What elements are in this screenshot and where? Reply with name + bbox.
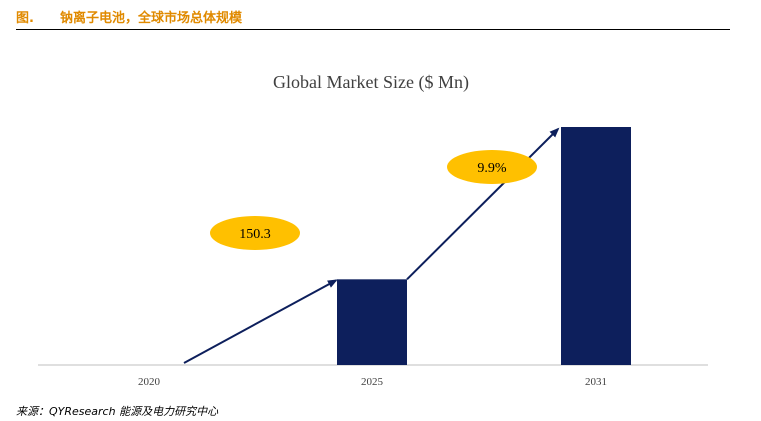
x-tick-label-2025: 2025 xyxy=(361,376,384,388)
growth-arrow-2025-2031 xyxy=(406,127,560,281)
bar-2025 xyxy=(337,279,407,365)
annotation-label-2: 9.9% xyxy=(477,161,507,176)
annotation-bubble-2 xyxy=(447,150,537,184)
annotation-label-1: 150.3 xyxy=(239,227,271,242)
bar-2031 xyxy=(561,127,631,365)
figure-source: 来源：QYResearch 能源及电力研究中心 xyxy=(16,405,219,418)
figure-title: 钠离子电池，全球市场总体规模 xyxy=(60,11,243,26)
figure-label: 图. xyxy=(16,11,34,26)
annotation-bubble-1 xyxy=(210,216,300,250)
figure-header: 图. 钠离子电池，全球市场总体规模 xyxy=(16,7,730,30)
growth-arrow-2020-2025 xyxy=(183,279,338,364)
chart-title: Global Market Size ($ Mn) xyxy=(273,72,469,93)
x-tick-label-2031: 2031 xyxy=(585,376,607,388)
x-tick-label-2020: 2020 xyxy=(138,376,161,388)
